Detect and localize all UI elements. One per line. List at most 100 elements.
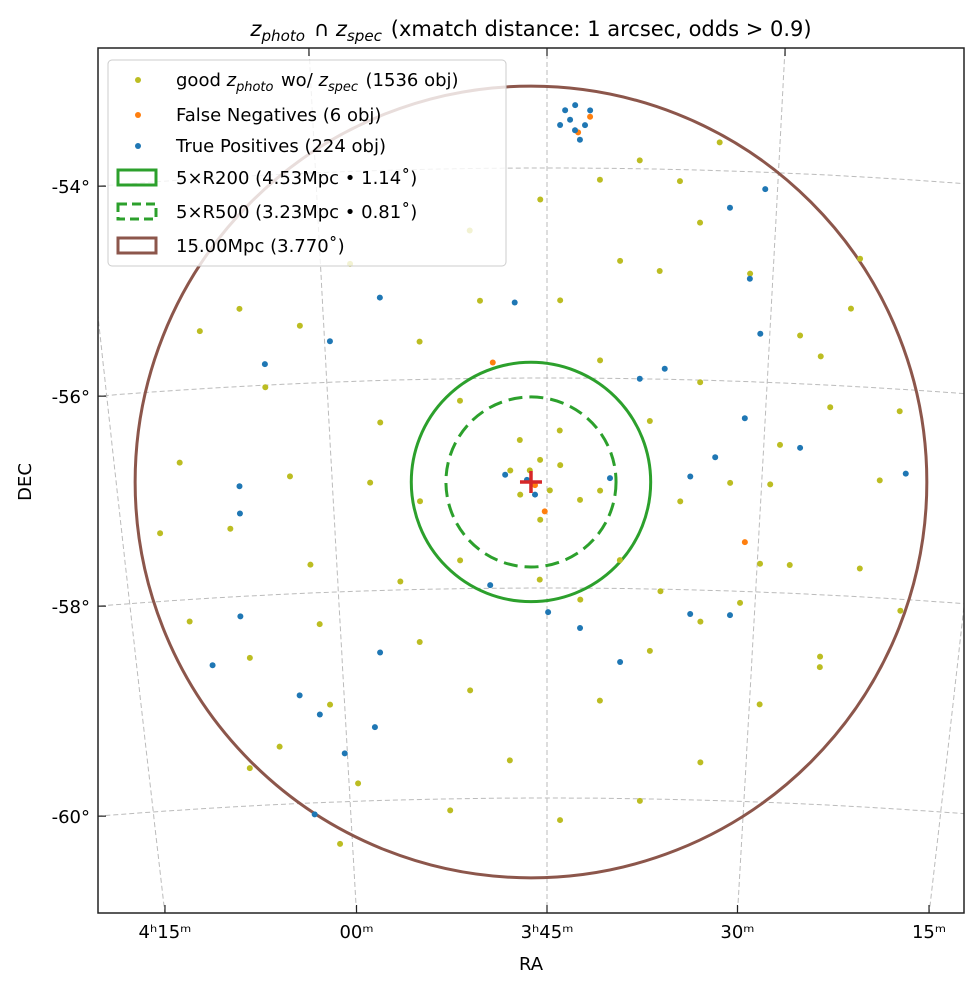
data-point [677,498,684,505]
data-point [857,255,864,262]
data-point [316,711,323,718]
data-points [157,102,909,847]
legend-label: False Negatives (6 obj) [176,105,381,126]
legend-label: 5×R200 (4.53Mpc • 1.14˚) [176,168,417,189]
data-point [341,750,348,757]
axis-ticks: 4ʰ15ᵐ 00ᵐ 3ʰ45ᵐ 30ᵐ 15ᵐ -54° -56° -58° -60° [52,48,946,943]
y-tick-label: -56° [52,387,90,408]
data-point [326,338,333,345]
data-point [447,807,454,814]
data-point [741,539,748,546]
data-point [597,487,604,494]
data-point [296,692,303,699]
dec-gridline [98,797,964,817]
cluster-center-marker [519,470,542,493]
data-point [456,397,463,404]
data-point [816,664,823,671]
data-point [582,122,589,129]
data-point [576,136,583,143]
x-tick-label: 3ʰ45ᵐ [521,922,574,943]
center-plus-icon [519,470,542,493]
data-point [371,724,378,731]
data-point [697,759,704,766]
data-point [557,297,564,304]
data-point [327,701,334,708]
dec-gridline [98,377,964,397]
legend-marker [116,236,158,255]
ra-gridline [737,48,786,913]
data-point [307,561,314,568]
data-point [757,330,764,337]
data-point [476,297,483,304]
data-point [262,384,269,391]
data-point [487,582,494,589]
chart-title: zphoto ∩ zspec (xmatch distance: 1 arcse… [249,17,811,45]
data-point [587,113,594,120]
data-point [532,491,539,498]
data-point [567,116,574,123]
y-axis-label: DEC [15,463,36,501]
x-tick-label: 00ᵐ [339,922,373,943]
data-point [716,139,723,146]
data-point [237,613,244,620]
data-point [416,338,423,345]
data-point [355,780,362,787]
data-point [176,459,183,466]
data-point [157,530,164,537]
data-point [536,576,543,583]
data-point [397,578,404,585]
data-point [516,437,523,444]
data-point [286,473,293,480]
data-point [597,357,604,364]
data-point [246,765,253,772]
data-point [797,444,804,451]
data-point [606,475,613,482]
x-tick-label: 15ᵐ [912,922,946,943]
legend-label: good zphoto wo/ zspec (1536 obj) [176,70,459,95]
data-point [616,557,623,564]
data-point [646,647,653,654]
legend-box [107,59,507,267]
data-point [337,840,344,847]
data-point [311,811,318,818]
data-point [557,121,564,128]
data-point [546,487,553,494]
data-point [827,404,834,411]
radius-circles [133,84,929,880]
data-point [209,662,216,669]
data-point [417,498,424,505]
data-point [661,365,668,372]
data-point [557,462,564,469]
data-point [697,618,704,625]
x-tick-label: 4ʰ15ᵐ [139,922,192,943]
data-point [757,560,764,567]
legend-label: 15.00Mpc (3.770˚) [176,236,345,257]
data-point [697,219,704,226]
data-point [656,267,663,274]
data-point [786,561,793,568]
data-point [467,687,474,694]
data-point [617,658,624,665]
data-point [537,456,544,463]
data-point [246,654,253,661]
data-point [646,417,653,424]
data-point [316,621,323,628]
data-point [746,275,753,282]
data-point [727,479,734,486]
data-point [741,415,748,422]
data-point [489,359,496,366]
radius-circle [444,395,618,569]
data-point [767,481,774,488]
data-point [897,607,904,614]
data-point [797,332,804,339]
data-point [416,638,423,645]
data-point [556,427,563,434]
data-point [236,510,243,517]
data-point [236,483,243,490]
data-point [876,477,883,484]
data-point [636,375,643,382]
x-axis-label: RA [519,954,544,975]
data-point [572,127,579,134]
